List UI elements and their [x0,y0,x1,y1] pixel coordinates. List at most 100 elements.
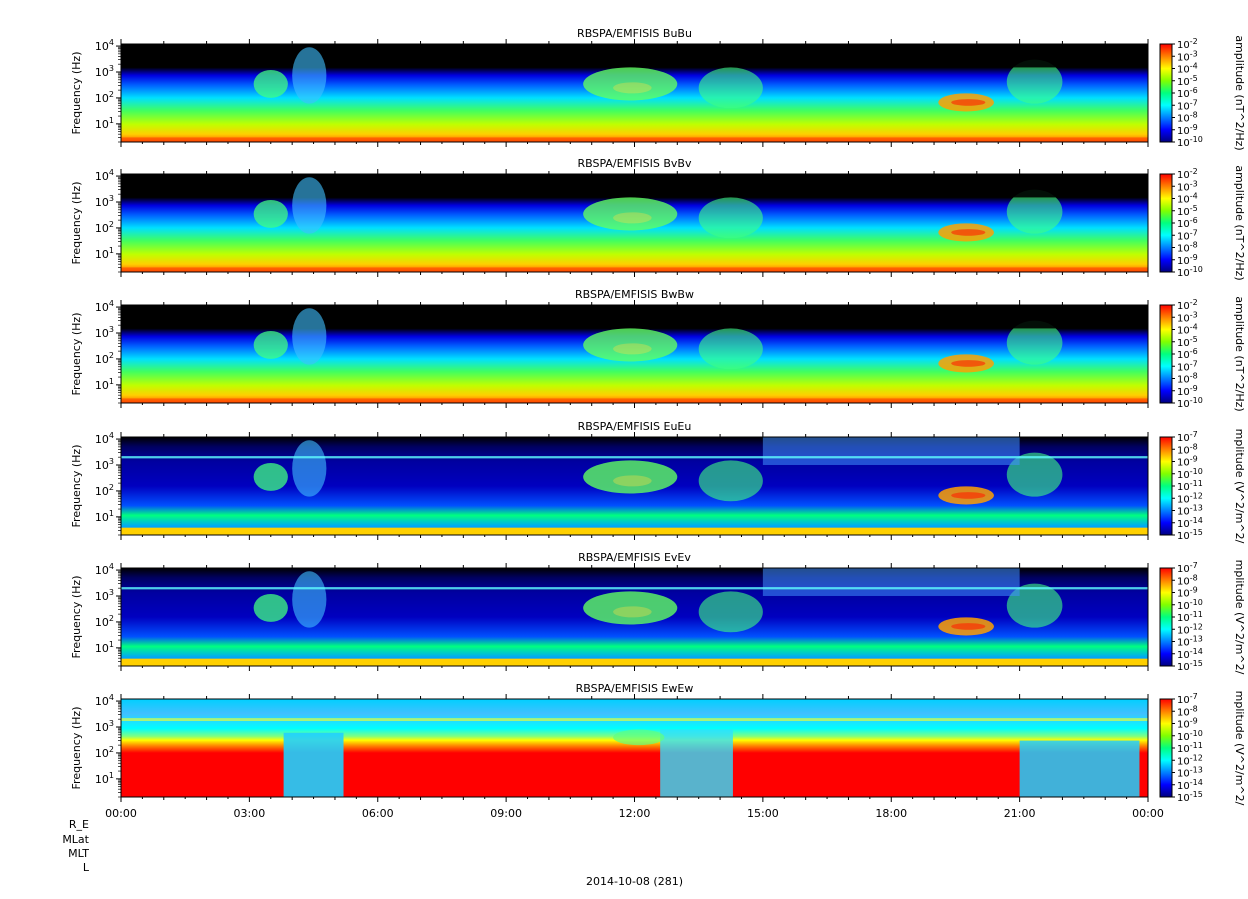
x-tick-label: 18:00 [875,807,907,820]
colorbar-label: amplitude (nT^2/Hz) [1233,296,1246,411]
colorbar-tick-label: 10-8 [1177,111,1198,125]
colorbar-tick-label: 10-8 [1177,241,1198,255]
colorbar: 10-1510-1410-1310-1210-1110-1010-910-810… [1159,429,1246,544]
spectrogram-panel-2: RBSPA/EMFISIS BvBv 101 102 103 104 Frequency … [70,157,1246,281]
colorbar-tick-label: 10-10 [1177,729,1203,743]
ephemeris-label-mlat: MLat [62,833,89,846]
colorbar-tick-label: 10-9 [1177,384,1198,398]
colorbar-tick-label: 10-10 [1177,467,1203,481]
colorbar-tick-label: 10-2 [1177,37,1198,51]
spectrogram-panel-6: RBSPA/EMFISIS EwEw 101 102 103 104 Frequency … [70,682,1246,806]
x-tick-label: 00:00 [1132,807,1164,820]
y-tick-label: 103 [95,325,114,340]
colorbar-tick-label: 10-4 [1177,323,1198,337]
colorbar-tick-label: 10-10 [1177,265,1203,279]
y-tick-label: 104 [95,693,114,708]
y-tick-label: 104 [95,562,114,577]
spectrogram-panel-4: RBSPA/EMFISIS EuEu 101 102 103 104 Frequency … [70,420,1246,544]
x-tick-label: 09:00 [490,807,522,820]
x-tick-label: 03:00 [234,807,266,820]
y-tick-label: 102 [95,351,114,366]
y-tick-label: 103 [95,457,114,472]
spectrogram-image [121,305,1148,403]
colorbar-tick-label: 10-10 [1177,598,1203,612]
y-axis-label: Frequency (Hz) [70,707,83,790]
colorbar-tick-label: 10-2 [1177,298,1198,312]
spectrogram-panel-5: RBSPA/EMFISIS EvEv 101 102 103 104 Frequency … [70,551,1246,675]
colorbar-tick-label: 10-5 [1177,74,1198,88]
x-tick-label: 21:00 [1004,807,1036,820]
y-tick-label: 103 [95,719,114,734]
colorbar-tick-label: 10-11 [1177,741,1203,755]
colorbar-tick-label: 10-4 [1177,62,1198,76]
spectrogram-image [121,699,1148,797]
colorbar-tick-label: 10-14 [1177,647,1203,661]
colorbar-tick-label: 10-7 [1177,430,1198,444]
colorbar-label: mplitude (V^2/m^2/ [1233,560,1246,675]
x-tick-label: 12:00 [619,807,651,820]
y-tick-label: 104 [95,168,114,183]
y-axis-label: Frequency (Hz) [70,313,83,396]
colorbar-tick-label: 10-5 [1177,335,1198,349]
panel-title: RBSPA/EMFISIS BwBw [575,288,694,301]
panel-title: RBSPA/EMFISIS EvEv [578,551,691,564]
spectrogram-image [121,44,1148,142]
y-axis-label: Frequency (Hz) [70,445,83,528]
colorbar-tick-label: 10-8 [1177,704,1198,718]
colorbar: 10-1510-1410-1310-1210-1110-1010-910-810… [1159,691,1246,806]
colorbar-tick-label: 10-9 [1177,717,1198,731]
y-axis-label: Frequency (Hz) [70,52,83,135]
y-tick-label: 101 [95,509,114,524]
colorbar-tick-label: 10-2 [1177,167,1198,181]
colorbar-label: mplitude (V^2/m^2/ [1233,691,1246,806]
colorbar: 10-1510-1410-1310-1210-1110-1010-910-810… [1159,560,1246,675]
colorbar-tick-label: 10-11 [1177,479,1203,493]
y-tick-label: 101 [95,771,114,786]
colorbar-tick-label: 10-6 [1177,347,1198,361]
panel-title: RBSPA/EMFISIS EwEw [576,682,694,695]
colorbar-tick-label: 10-7 [1177,228,1198,242]
y-tick-label: 104 [95,431,114,446]
colorbar-tick-label: 10-8 [1177,573,1198,587]
panel-title: RBSPA/EMFISIS BvBv [578,157,692,170]
y-tick-label: 102 [95,614,114,629]
colorbar-tick-label: 10-12 [1177,622,1203,636]
y-tick-label: 101 [95,246,114,261]
date-label: 2014-10-08 (281) [586,875,684,888]
colorbar-tick-label: 10-10 [1177,135,1203,149]
colorbar-tick-label: 10-13 [1177,635,1203,649]
y-tick-label: 102 [95,220,114,235]
colorbar-tick-label: 10-7 [1177,98,1198,112]
ephemeris-label-l: L [82,861,89,874]
colorbar-tick-label: 10-9 [1177,455,1198,469]
colorbar-label: amplitude (nT^2/Hz) [1233,165,1246,280]
colorbar-tick-label: 10-12 [1177,753,1203,767]
colorbar-tick-label: 10-4 [1177,192,1198,206]
colorbar-label: mplitude (V^2/m^2/ [1233,429,1246,544]
y-tick-label: 103 [95,588,114,603]
y-tick-label: 102 [95,483,114,498]
colorbar-tick-label: 10-10 [1177,396,1203,410]
colorbar-tick-label: 10-9 [1177,253,1198,267]
colorbar-tick-label: 10-7 [1177,561,1198,575]
colorbar-tick-label: 10-14 [1177,516,1203,530]
colorbar-tick-label: 10-9 [1177,123,1198,137]
colorbar-tick-label: 10-5 [1177,204,1198,218]
x-tick-label: 15:00 [747,807,779,820]
colorbar-tick-label: 10-7 [1177,359,1198,373]
spectrogram-image [121,568,1148,666]
y-tick-label: 104 [95,38,114,53]
colorbar-tick-label: 10-13 [1177,504,1203,518]
colorbar-tick-label: 10-12 [1177,491,1203,505]
ephemeris-label-mlt: MLT [68,847,89,860]
y-tick-label: 101 [95,640,114,655]
x-tick-label: 00:00 [105,807,137,820]
colorbar-tick-label: 10-15 [1177,659,1203,673]
colorbar-tick-label: 10-6 [1177,216,1198,230]
panel-title: RBSPA/EMFISIS BuBu [577,27,692,40]
spectrogram-image [121,174,1148,272]
x-tick-label: 06:00 [362,807,394,820]
colorbar-tick-label: 10-14 [1177,778,1203,792]
